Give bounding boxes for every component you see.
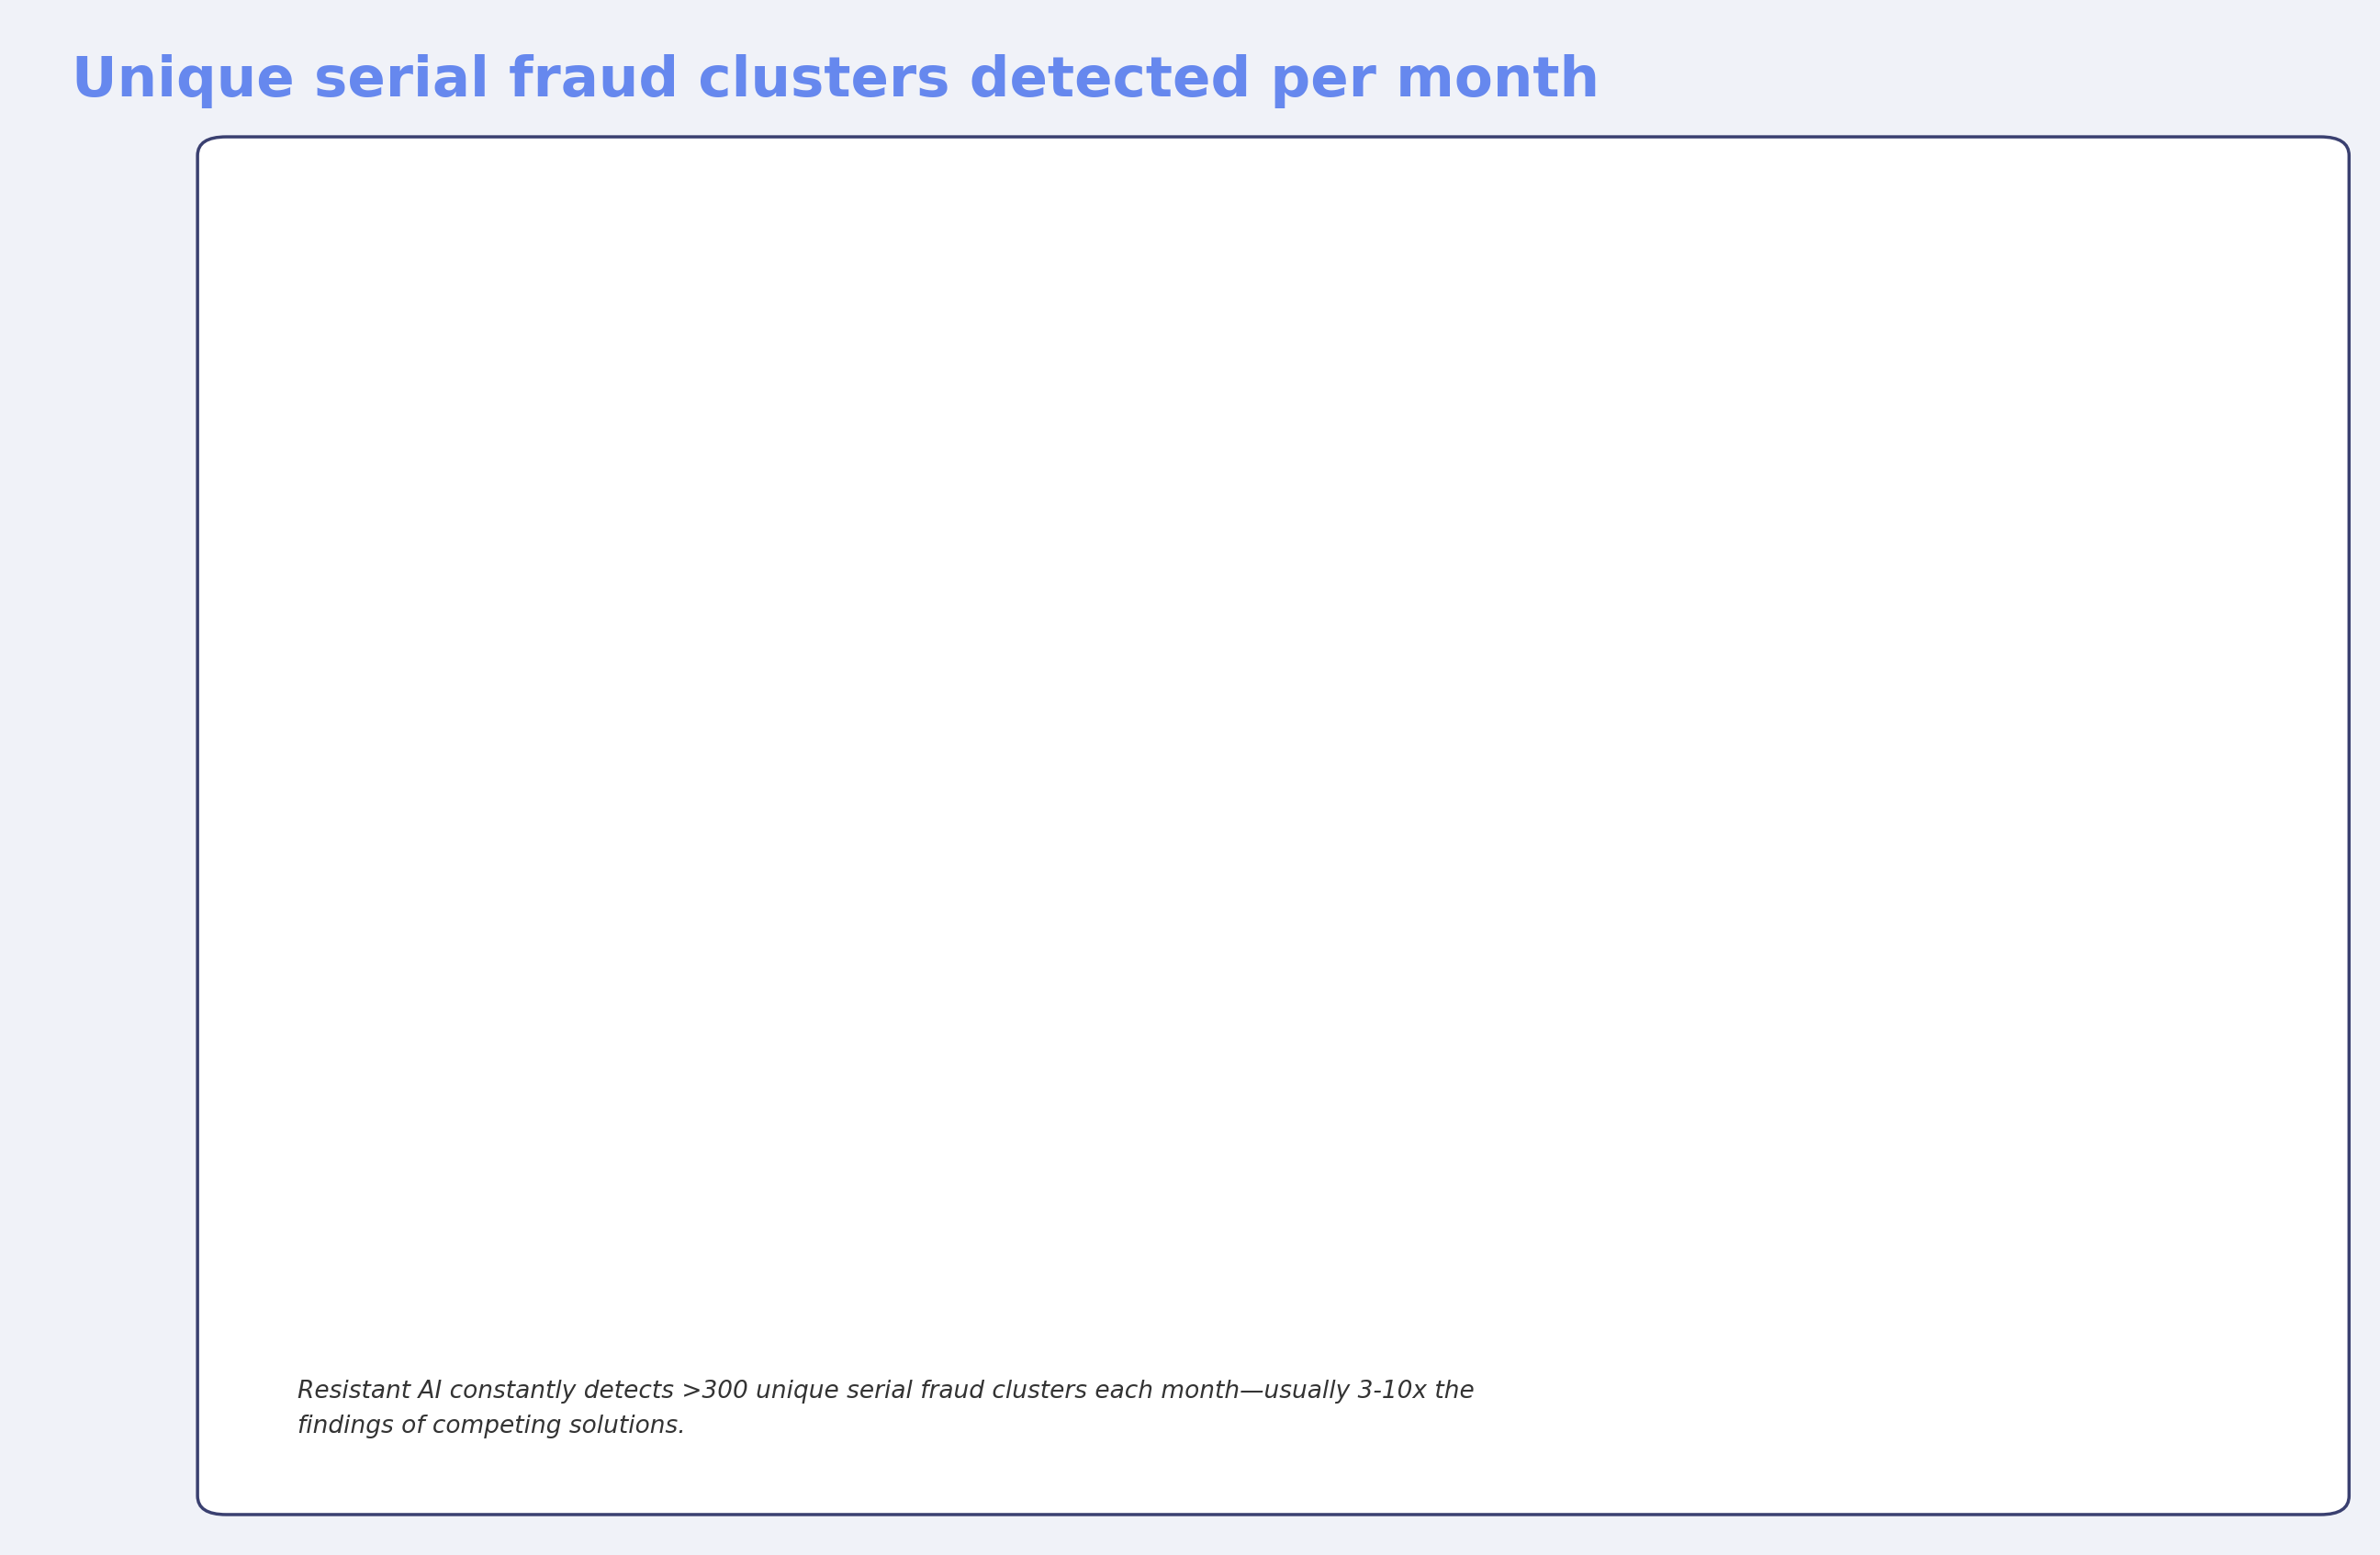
Bar [978,530,1102,1158]
FancyBboxPatch shape [198,137,2349,1515]
Bar [402,729,526,1158]
Text: Unique serial fraud clusters detected per month: Unique serial fraud clusters detected pe… [71,54,1599,109]
Text: 373: 373 [1966,585,2028,616]
Text: Resistant AI constantly detects >300 unique serial fraud clusters each month—usu: Resistant AI constantly detects >300 uni… [298,1379,1476,1438]
Text: 311: 311 [2159,673,2221,704]
Bar [2128,714,2251,1158]
Text: 408: 408 [1775,533,1837,566]
Bar [785,401,909,1158]
Text: 300: 300 [433,689,495,720]
Bar [1935,625,2059,1158]
Text: 316: 316 [1200,666,1261,697]
X-axis label: month: month [1273,1218,1380,1249]
Y-axis label: clusters: clusters [255,608,286,737]
Bar [595,594,719,1158]
Text: 395: 395 [626,552,688,585]
Bar [1745,575,1868,1158]
Bar [1361,616,1485,1158]
Bar [1169,708,1292,1158]
Text: 530: 530 [816,359,878,390]
Bar [1552,499,1676,1158]
Text: 380: 380 [1392,574,1454,605]
Text: 461: 461 [1583,459,1645,490]
Text: 440: 440 [1009,488,1071,519]
